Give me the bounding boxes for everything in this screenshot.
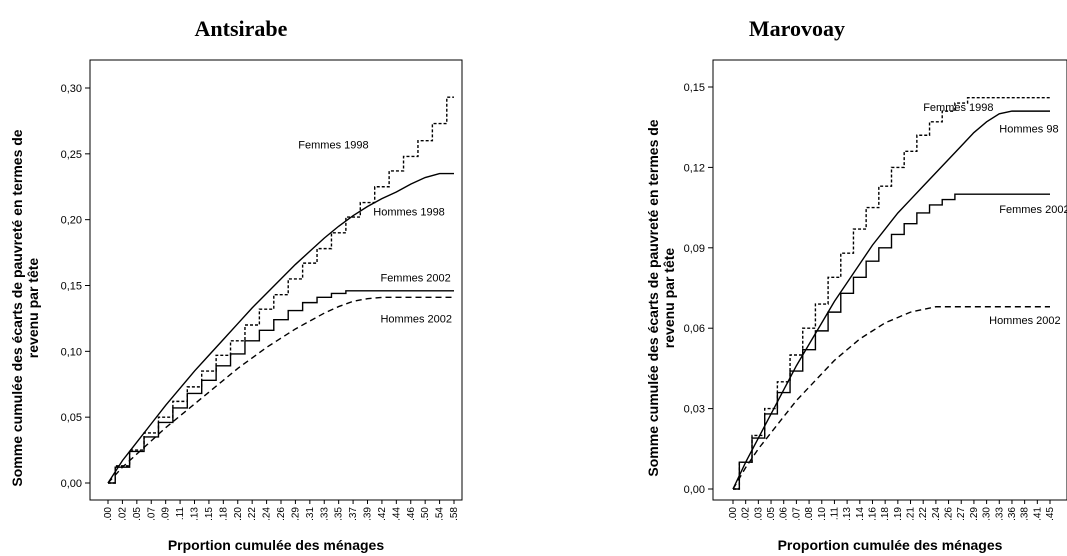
x-tick-label: .33 bbox=[994, 507, 1005, 521]
x-tick-label: .19 bbox=[893, 507, 904, 521]
x-tick-label: .20 bbox=[233, 507, 244, 521]
x-tick-label: .46 bbox=[406, 507, 417, 521]
x-tick-label: .10 bbox=[817, 507, 828, 521]
x-tick-label: .45 bbox=[1045, 507, 1056, 521]
x-tick-label: .58 bbox=[449, 507, 460, 521]
series-line-4 bbox=[732, 306, 1050, 490]
y-tick-label: 0,20 bbox=[61, 215, 82, 227]
x-tick-label: .30 bbox=[982, 507, 993, 521]
x-tick-label: .26 bbox=[276, 507, 287, 521]
x-tick-label: .31 bbox=[305, 507, 316, 521]
series-line-3 bbox=[108, 290, 454, 484]
x-tick-label: .08 bbox=[804, 507, 815, 521]
x-tick-label: .03 bbox=[753, 507, 764, 521]
x-tick-label: .07 bbox=[146, 507, 157, 521]
x-tick-label: .13 bbox=[190, 507, 201, 521]
x-tick-label: .02 bbox=[117, 507, 128, 521]
x-tick-label: .07 bbox=[791, 507, 802, 521]
x-tick-label: .22 bbox=[247, 507, 258, 521]
x-tick-label: .18 bbox=[218, 507, 229, 521]
x-tick-label: .02 bbox=[741, 507, 752, 521]
x-tick-label: .35 bbox=[334, 507, 345, 521]
x-tick-label: .14 bbox=[855, 507, 866, 521]
chart-title: Antsirabe bbox=[195, 16, 288, 41]
x-tick-label: .13 bbox=[842, 507, 853, 521]
x-tick-label: .16 bbox=[867, 507, 878, 521]
chart-panel-1: Antsirabe 0,00 0,05 0,10 0,15 0,20 0,25 0,30 .00… bbox=[9, 16, 463, 553]
series-line-1 bbox=[108, 96, 454, 484]
series-annotation: Femmes 1998 bbox=[923, 102, 993, 114]
plot-frame bbox=[712, 59, 1067, 501]
x-tick-label: .11 bbox=[175, 507, 186, 521]
x-tick-label: .09 bbox=[161, 507, 172, 521]
x-tick-label: .29 bbox=[290, 507, 301, 521]
series-line-1 bbox=[733, 97, 1050, 490]
x-tick-label: .24 bbox=[262, 507, 273, 521]
y-tick-label: 0,06 bbox=[684, 323, 705, 335]
y-tick-label: 0,00 bbox=[61, 478, 82, 490]
y-tick-label: 0,00 bbox=[684, 484, 705, 496]
x-tick-label: .39 bbox=[363, 507, 374, 521]
x-tick-label: .22 bbox=[918, 507, 929, 521]
x-axis-title: Proportion cumulée des ménages bbox=[778, 537, 1003, 553]
x-tick-label: .00 bbox=[728, 507, 739, 521]
y-axis-title: Somme cumulée des écarts de pauvreté en … bbox=[645, 119, 677, 476]
x-tick-label: .54 bbox=[435, 507, 446, 521]
y-tick-label: 0,05 bbox=[61, 412, 82, 424]
y-tick-label: 0,03 bbox=[684, 404, 705, 416]
x-tick-label: .15 bbox=[204, 507, 215, 521]
x-tick-label: .24 bbox=[931, 507, 942, 521]
x-tick-label: .27 bbox=[956, 507, 967, 521]
series-line-4 bbox=[107, 296, 454, 484]
series-annotation: Hommes 2002 bbox=[989, 315, 1061, 327]
x-tick-label: .06 bbox=[779, 507, 790, 521]
series-annotation: Femmes 2002 bbox=[380, 273, 450, 285]
x-tick-label: .50 bbox=[420, 507, 431, 521]
y-tick-label: 0,15 bbox=[684, 82, 705, 94]
x-tick-label: .44 bbox=[391, 507, 402, 521]
chart-title: Marovoay bbox=[749, 16, 845, 41]
y-tick-label: 0,30 bbox=[61, 83, 82, 95]
x-tick-label: .33 bbox=[319, 507, 330, 521]
x-tick-label: .38 bbox=[1020, 507, 1031, 521]
series-annotation: Hommes 2002 bbox=[380, 313, 452, 325]
x-tick-label: .41 bbox=[1032, 507, 1043, 521]
x-axis-title: Prportion cumulée des ménages bbox=[168, 537, 384, 553]
x-tick-label: .05 bbox=[132, 507, 143, 521]
series-annotation: Femmes 2002 bbox=[999, 204, 1067, 216]
y-tick-label: 0,12 bbox=[684, 162, 705, 174]
series-line-2 bbox=[732, 110, 1050, 490]
series-line-2 bbox=[107, 172, 454, 484]
x-tick-label: .26 bbox=[944, 507, 955, 521]
x-tick-label: .11 bbox=[829, 507, 840, 521]
y-tick-label: 0,25 bbox=[61, 149, 82, 161]
y-axis-title: Somme cumulée des écarts de pauvreté en … bbox=[9, 129, 41, 486]
series-annotation: Femmes 1998 bbox=[298, 140, 368, 152]
x-tick-label: .37 bbox=[348, 507, 359, 521]
series-annotation: Hommes 98 bbox=[999, 124, 1058, 136]
x-tick-label: .36 bbox=[1007, 507, 1018, 521]
x-tick-label: .42 bbox=[377, 507, 388, 521]
x-tick-label: .18 bbox=[880, 507, 891, 521]
y-tick-label: 0,10 bbox=[61, 346, 82, 358]
y-tick-label: 0,15 bbox=[61, 281, 82, 293]
series-annotation: Hommes 1998 bbox=[373, 207, 445, 219]
x-tick-label: .29 bbox=[969, 507, 980, 521]
y-tick-label: 0,09 bbox=[684, 243, 705, 255]
x-tick-label: .00 bbox=[103, 507, 114, 521]
x-tick-label: .05 bbox=[766, 507, 777, 521]
x-tick-label: .21 bbox=[906, 507, 917, 521]
chart-panel-2: Marovoay0,000,030,060,090,120,15.00.02.0… bbox=[645, 16, 1067, 553]
series-line-3 bbox=[733, 193, 1050, 490]
plot-frame bbox=[89, 59, 463, 501]
